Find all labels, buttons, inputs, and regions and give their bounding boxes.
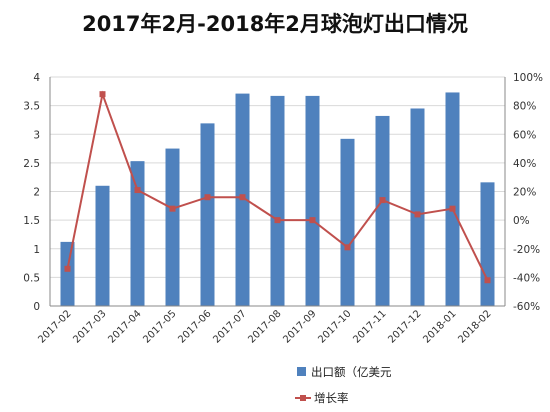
x-tick-label: 2017-04 <box>106 308 143 345</box>
y-left-tick-label: 4 <box>33 72 40 84</box>
y-left-tick-label: 3 <box>33 129 40 141</box>
growth-point <box>379 197 386 204</box>
bar <box>200 123 215 306</box>
x-tick-label: 2018-02 <box>456 308 493 345</box>
x-tick-label: 2018-01 <box>421 308 458 345</box>
growth-point <box>414 211 421 218</box>
bar <box>480 182 495 306</box>
y-right-tick-label: -40% <box>513 272 540 284</box>
x-tick-label: 2017-11 <box>351 308 388 345</box>
growth-point <box>239 194 246 201</box>
chart-title: 2017年2月-2018年2月球泡灯出口情况 <box>82 12 468 36</box>
y-right-tick-label: -60% <box>513 301 540 313</box>
legend-bar-label: 出口额（亿美元 <box>311 365 392 379</box>
bar <box>305 95 320 306</box>
x-tick-label: 2017-08 <box>246 308 283 345</box>
y-left-tick-label: 0.5 <box>23 272 40 284</box>
y-right-tick-label: 100% <box>513 72 543 84</box>
bar <box>410 108 425 306</box>
growth-point <box>204 194 211 201</box>
growth-point <box>484 277 491 284</box>
legend-line-marker <box>300 395 306 401</box>
y-right-tick-label: -20% <box>513 244 540 256</box>
growth-point <box>64 265 71 272</box>
growth-point <box>309 217 316 224</box>
y-left-tick-label: 0 <box>33 301 40 313</box>
x-tick-label: 2017-07 <box>211 308 248 345</box>
bar <box>95 185 110 306</box>
x-tick-label: 2017-06 <box>176 308 213 345</box>
bar <box>270 95 285 306</box>
bar <box>445 92 460 307</box>
growth-point <box>344 244 351 251</box>
y-left-tick-label: 2 <box>33 187 40 199</box>
x-tick-label: 2017-10 <box>316 308 353 345</box>
x-tick-label: 2017-03 <box>71 308 108 345</box>
growth-point <box>99 91 106 98</box>
x-tick-label: 2017-02 <box>36 308 73 345</box>
growth-point <box>449 205 456 212</box>
y-right-tick-label: 60% <box>513 129 536 141</box>
x-tick-label: 2017-09 <box>281 308 318 345</box>
x-tick-label: 2017-05 <box>141 308 178 345</box>
y-left-tick-label: 1 <box>33 244 40 256</box>
bar <box>375 115 390 307</box>
growth-point <box>134 187 141 194</box>
legend-bar-swatch <box>297 367 306 376</box>
bar <box>165 148 180 306</box>
y-left-tick-label: 3.5 <box>23 101 40 113</box>
legend-line-label: 增长率 <box>314 391 349 405</box>
bar <box>130 161 145 306</box>
bar <box>340 138 355 306</box>
y-right-tick-label: 0% <box>513 215 530 227</box>
y-right-tick-label: 40% <box>513 158 536 170</box>
bar-series <box>60 92 495 307</box>
y-left-tick-label: 2.5 <box>23 158 40 170</box>
bar <box>60 241 75 306</box>
growth-point <box>274 217 281 224</box>
line-series <box>64 90 491 284</box>
growth-point <box>169 205 176 212</box>
x-tick-label: 2017-12 <box>386 308 423 345</box>
y-right-tick-label: 80% <box>513 101 536 113</box>
y-left-tick-label: 1.5 <box>23 215 40 227</box>
y-right-tick-label: 20% <box>513 187 536 199</box>
